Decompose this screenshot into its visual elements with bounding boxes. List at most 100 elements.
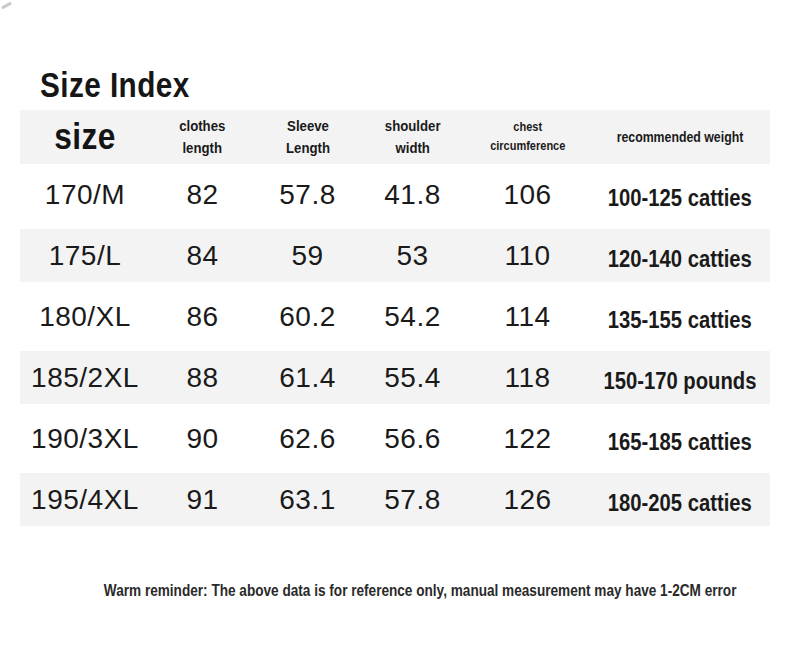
cell-sleeve-length: 60.2 [255,286,360,347]
page-title: Size Index [40,65,190,105]
cell-size: 175/L [20,229,150,282]
footer-reminder-text: Warm reminder: The above data is for ref… [104,582,737,600]
size-value: 170/M [45,179,125,211]
cell-size: 195/4XL [20,473,150,526]
cell-shoulder-width: 53 [360,229,465,282]
table-header-row: size clotheslength SleeveLength shoulder… [20,110,770,164]
chest-circumference-value: 114 [504,301,550,333]
clothes-length-value: 88 [186,362,218,394]
cell-shoulder-width: 54.2 [360,286,465,347]
size-value: 175/L [49,240,122,272]
column-label-chest-circumference: chestcircumference [490,118,565,157]
cell-size: 170/M [20,164,150,225]
header-cell-size: size [20,110,150,164]
recommended-weight-value: 150-170 pounds [604,368,757,395]
cell-shoulder-width: 55.4 [360,351,465,404]
cell-recommended-weight: 150-170 pounds [590,351,770,404]
sleeve-length-value: 60.2 [279,301,336,333]
cell-chest-circumference: 114 [465,286,590,347]
shoulder-width-value: 53 [396,240,428,272]
sleeve-length-value: 59 [291,240,323,272]
column-label-clothes-length: clotheslength [179,115,225,159]
size-value: 180/XL [39,301,131,333]
recommended-weight-value: 180-205 catties [608,490,752,517]
cell-size: 185/2XL [20,351,150,404]
shoulder-width-value: 57.8 [384,484,441,516]
table-row-170M: 170/M 82 57.8 41.8 106 100-125 catties [20,164,770,225]
cell-sleeve-length: 57.8 [255,164,360,225]
header-cell-chest-circumference: chestcircumference [465,110,590,164]
cell-recommended-weight: 120-140 catties [590,229,770,282]
clothes-length-value: 90 [186,423,218,455]
chest-circumference-value: 110 [504,240,550,272]
footer-reminder: Warm reminder: The above data is for ref… [35,582,790,600]
clothes-length-value: 84 [186,240,218,272]
cell-chest-circumference: 122 [465,408,590,469]
corner-artifact-mark [1,2,12,10]
column-label-shoulder-width: shoulderwidth [385,115,441,159]
cell-chest-circumference: 106 [465,164,590,225]
cell-shoulder-width: 57.8 [360,473,465,526]
cell-shoulder-width: 56.6 [360,408,465,469]
cell-shoulder-width: 41.8 [360,164,465,225]
cell-size: 190/3XL [20,408,150,469]
table-row-175L: 175/L 84 59 53 110 120-140 catties [20,225,770,286]
cell-clothes-length: 82 [150,164,255,225]
shoulder-width-value: 55.4 [384,362,441,394]
table-row-1852XL: 185/2XL 88 61.4 55.4 118 150-170 pounds [20,347,770,408]
cell-clothes-length: 88 [150,351,255,404]
cell-recommended-weight: 135-155 catties [590,286,770,347]
shoulder-width-value: 54.2 [384,301,441,333]
column-label-line: width [385,137,441,159]
cell-chest-circumference: 118 [465,351,590,404]
shoulder-width-value: 56.6 [384,423,441,455]
recommended-weight-value: 135-155 catties [608,307,752,334]
cell-chest-circumference: 126 [465,473,590,526]
column-label-line: Length [286,137,330,159]
column-label-sleeve-length: SleeveLength [286,115,330,159]
chest-circumference-value: 126 [503,484,551,516]
cell-clothes-length: 91 [150,473,255,526]
recommended-weight-value: 120-140 catties [608,246,752,273]
size-value: 185/2XL [31,362,139,394]
column-label-recommended-weight: recommended weight [617,127,744,147]
chest-circumference-value: 122 [503,423,551,455]
column-label-line: clothes [179,115,225,137]
column-label-line: circumference [490,137,565,156]
clothes-length-value: 91 [186,484,218,516]
sleeve-length-value: 63.1 [279,484,336,516]
cell-sleeve-length: 63.1 [255,473,360,526]
header-cell-shoulder-width: shoulderwidth [360,110,465,164]
header-cell-sleeve-length: SleeveLength [255,110,360,164]
column-label-line: shoulder [385,115,441,137]
column-label-line: length [179,137,225,159]
cell-clothes-length: 84 [150,229,255,282]
column-label-line: Sleeve [286,115,330,137]
table-row-180XL: 180/XL 86 60.2 54.2 114 135-155 catties [20,286,770,347]
recommended-weight-value: 100-125 catties [608,185,752,212]
chest-circumference-value: 106 [503,179,551,211]
cell-sleeve-length: 62.6 [255,408,360,469]
shoulder-width-value: 41.8 [384,179,441,211]
cell-chest-circumference: 110 [465,229,590,282]
clothes-length-value: 86 [186,301,218,333]
clothes-length-value: 82 [186,179,218,211]
sleeve-length-value: 61.4 [279,362,336,394]
size-value: 195/4XL [31,484,139,516]
cell-sleeve-length: 59 [255,229,360,282]
header-cell-recommended-weight: recommended weight [590,110,770,164]
cell-recommended-weight: 180-205 catties [590,473,770,526]
cell-clothes-length: 90 [150,408,255,469]
chest-circumference-value: 118 [504,362,550,394]
header-cell-clothes-length: clotheslength [150,110,255,164]
cell-clothes-length: 86 [150,286,255,347]
cell-recommended-weight: 100-125 catties [590,164,770,225]
sleeve-length-value: 57.8 [279,179,336,211]
cell-size: 180/XL [20,286,150,347]
column-label-size: size [54,116,116,158]
column-label-line: chest [490,118,565,137]
recommended-weight-value: 165-185 catties [608,429,752,456]
size-value: 190/3XL [31,423,139,455]
table-row-1954XL: 195/4XL 91 63.1 57.8 126 180-205 catties [20,469,770,530]
cell-sleeve-length: 61.4 [255,351,360,404]
